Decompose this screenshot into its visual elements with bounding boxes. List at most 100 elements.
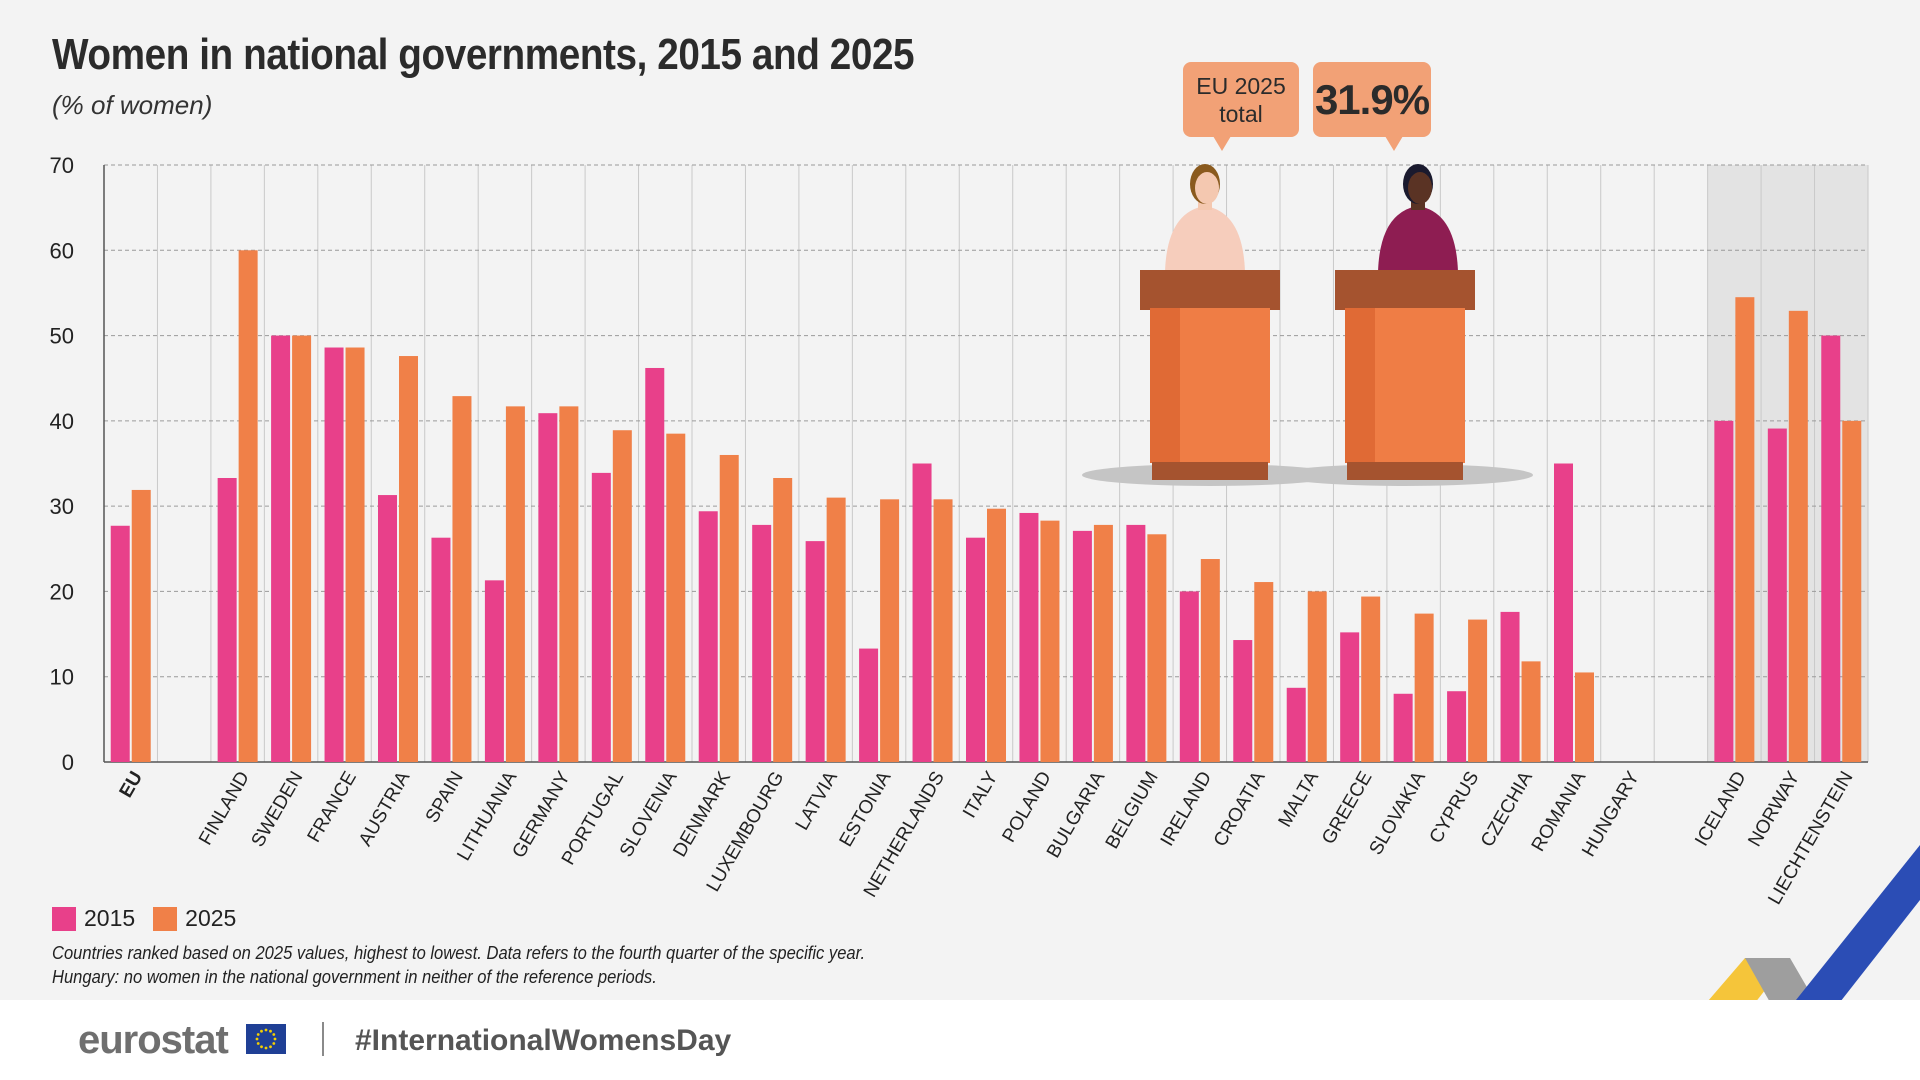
bar-2025-denmark <box>719 454 739 762</box>
bar-2025-greece <box>1361 596 1381 762</box>
legend-item-2015: 2015 <box>52 905 135 932</box>
bar-2015-ireland <box>1179 591 1199 762</box>
y-tick-label: 0 <box>62 750 74 775</box>
bar-2025-liechtenstein <box>1842 420 1862 762</box>
eu-total-label-bubble: EU 2025 total <box>1183 62 1299 151</box>
bar-2025-ireland <box>1200 559 1220 762</box>
bar-2015-bulgaria <box>1072 530 1092 762</box>
bar-2025-poland <box>1040 520 1060 762</box>
bar-2025-iceland <box>1735 297 1755 762</box>
bar-2015-denmark <box>698 511 718 762</box>
speaker-face <box>1408 172 1432 204</box>
bar-2025-belgium <box>1147 534 1167 762</box>
blue-stripe-shape <box>1780 845 1920 1020</box>
podium-base <box>1152 462 1268 480</box>
bar-2025-netherlands <box>933 499 953 762</box>
bar-2025-finland <box>238 250 258 763</box>
bar-2015-cyprus <box>1447 691 1467 762</box>
bar-2025-cyprus <box>1468 619 1488 762</box>
bar-2025-norway <box>1788 310 1808 762</box>
podium-side <box>1150 308 1180 463</box>
footer-bar <box>0 1000 1920 1080</box>
bar-2025-germany <box>559 406 579 762</box>
footnote-hungary: Hungary: no women in the national govern… <box>52 967 657 987</box>
speaker-right-figure <box>1378 164 1458 272</box>
podium-base <box>1347 462 1463 480</box>
bar-2015-spain <box>431 537 451 762</box>
bar-2015-norway <box>1767 428 1787 762</box>
bar-2015-liechtenstein <box>1821 335 1841 762</box>
bar-2025-croatia <box>1254 582 1274 762</box>
legend-label-2015: 2015 <box>84 905 136 931</box>
bar-2015-romania <box>1554 463 1573 762</box>
bar-2025-latvia <box>826 497 846 762</box>
efta-highlight-band <box>1707 165 1868 762</box>
y-tick-label: 60 <box>50 238 74 263</box>
legend-item-2025: 2025 <box>153 905 236 932</box>
bar-2025-czechia <box>1521 661 1541 762</box>
bar-2025-sweden <box>292 335 312 762</box>
bar-2015-belgium <box>1126 524 1146 762</box>
footnote-ranking: Countries ranked based on 2025 values, h… <box>52 943 866 963</box>
y-tick-label: 20 <box>50 579 74 604</box>
eu-total-label-line1: EU 2025 <box>1196 73 1286 99</box>
bar-2025-italy <box>987 508 1006 762</box>
speaker-left-figure <box>1165 164 1245 272</box>
bar-2025-bulgaria <box>1093 524 1113 762</box>
eu-total-value-bubble: 31.9% <box>1313 62 1431 151</box>
bar-2025-spain <box>452 396 472 762</box>
bar-2015-lithuania <box>484 580 504 762</box>
bar-2015-germany <box>538 413 558 762</box>
bar-2015-slovakia <box>1393 693 1413 762</box>
bar-2025-austria <box>399 356 418 762</box>
y-tick-label: 40 <box>50 409 74 434</box>
bar-2015-italy <box>966 537 985 762</box>
bar-2025-romania <box>1575 672 1594 762</box>
bar-2015-estonia <box>859 648 879 762</box>
podium-top <box>1335 270 1475 310</box>
hashtag-international-womens-day: #InternationalWomensDay <box>355 1024 732 1057</box>
bar-2015-finland <box>217 477 237 762</box>
speaker-face <box>1195 172 1219 204</box>
bar-2015-austria <box>378 495 397 762</box>
y-tick-label: 10 <box>50 665 74 690</box>
eu-flag-icon <box>246 1024 286 1054</box>
bar-2015-sweden <box>271 335 291 762</box>
podium-top <box>1140 270 1280 310</box>
bar-2015-eu <box>110 525 130 762</box>
footer-separator <box>322 1022 324 1056</box>
bar-2015-luxembourg <box>752 524 772 762</box>
bar-2015-poland <box>1019 512 1039 762</box>
speaker-torso <box>1165 206 1245 272</box>
bar-2015-iceland <box>1714 420 1734 762</box>
bar-2025-luxembourg <box>773 477 793 762</box>
chart-legend: 2015 2025 <box>52 905 254 932</box>
bar-2015-portugal <box>591 472 611 762</box>
bar-2015-czechia <box>1500 611 1520 762</box>
bar-2015-croatia <box>1233 640 1253 762</box>
bar-2025-eu <box>131 489 151 762</box>
bar-2025-lithuania <box>505 406 525 762</box>
chart-title: Women in national governments, 2015 and … <box>52 30 915 79</box>
podium-side <box>1345 308 1375 463</box>
bar-2015-greece <box>1340 632 1360 762</box>
podium-right <box>1277 270 1533 486</box>
bar-2025-france <box>345 347 365 762</box>
eurostat-logo: eurostat <box>78 1018 229 1062</box>
legend-label-2025: 2025 <box>185 905 237 931</box>
eu-total-label-line2: total <box>1219 101 1263 127</box>
bar-2025-slovakia <box>1414 613 1434 762</box>
eu-total-value: 31.9% <box>1314 76 1430 123</box>
bar-2015-latvia <box>805 541 825 762</box>
y-tick-label: 30 <box>50 494 74 519</box>
y-tick-label: 50 <box>50 324 74 349</box>
bar-2015-slovenia <box>645 367 665 762</box>
chart-subtitle: (% of women) <box>52 90 213 120</box>
bar-2025-malta <box>1307 591 1327 762</box>
legend-swatch-2025 <box>153 906 178 931</box>
bar-2015-malta <box>1286 687 1306 762</box>
bar-2025-portugal <box>612 430 632 762</box>
bar-2025-estonia <box>880 499 900 762</box>
